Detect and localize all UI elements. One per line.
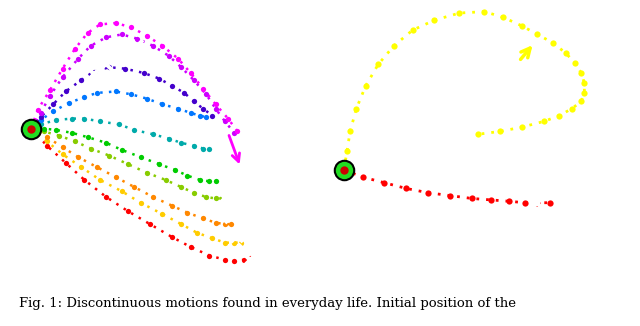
Text: Fig. 1: Discontinuous motions found in everyday life. Initial position of the: Fig. 1: Discontinuous motions found in e… <box>19 297 516 310</box>
